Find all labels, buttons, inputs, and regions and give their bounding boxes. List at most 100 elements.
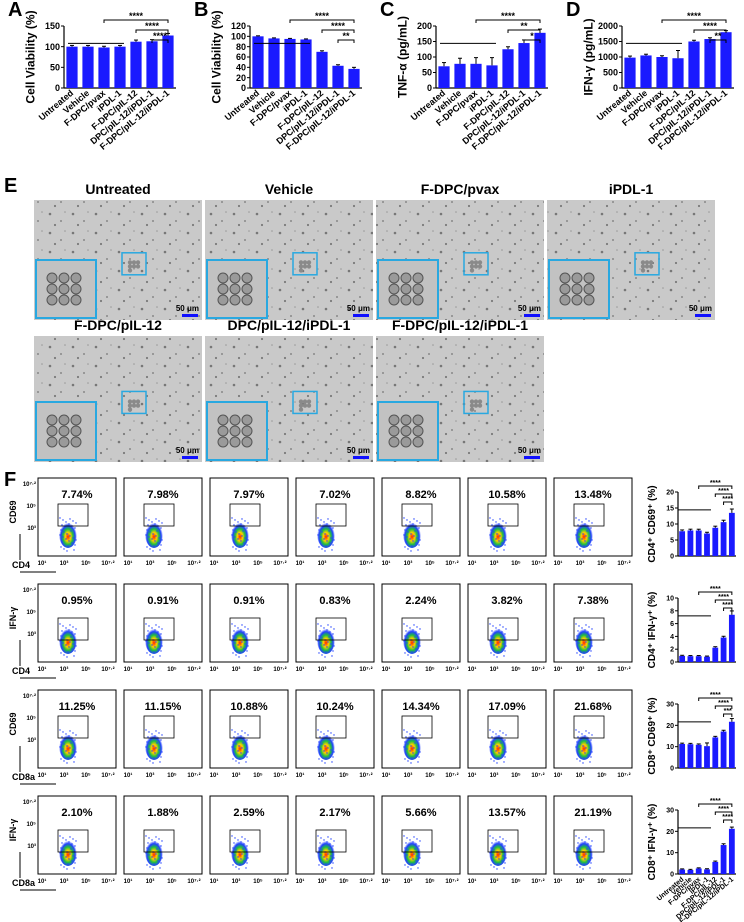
flow-dot xyxy=(161,522,163,524)
flow-dot xyxy=(588,749,590,751)
flow-dot xyxy=(587,754,589,756)
flow-dot xyxy=(72,626,74,628)
bar xyxy=(687,869,694,874)
x-tick-label: 10⁷·² xyxy=(445,560,458,567)
flow-dot xyxy=(419,751,421,753)
flow-dot xyxy=(412,858,414,860)
flow-dot xyxy=(63,654,65,656)
flow-dot xyxy=(318,741,320,743)
flow-dot xyxy=(576,847,578,849)
zoom-box xyxy=(634,252,660,276)
cell xyxy=(477,260,483,265)
x-tick-label: 10⁵ xyxy=(167,667,177,673)
inset-cell xyxy=(58,272,70,284)
flow-dot xyxy=(154,540,156,542)
flow-dot xyxy=(403,640,405,642)
panel-letter: E xyxy=(4,175,17,197)
flow-dot xyxy=(234,625,236,627)
bar xyxy=(728,721,735,768)
y-tick-label: 0 xyxy=(670,765,674,772)
flow-dot xyxy=(495,750,497,752)
inset-cell xyxy=(46,436,58,448)
cell xyxy=(644,264,650,269)
flow-dot xyxy=(60,864,62,866)
flow-dot xyxy=(405,541,407,543)
flow-dot xyxy=(578,731,580,733)
cell xyxy=(135,399,141,404)
flow-dot xyxy=(504,756,506,758)
flow-dot xyxy=(581,839,583,841)
flow-dot xyxy=(148,731,150,733)
x-tick-label: 10⁵ xyxy=(597,879,607,885)
sig-label: **** xyxy=(722,814,733,821)
flow-dot xyxy=(588,643,590,645)
inset-cell xyxy=(241,294,253,306)
flow-dot xyxy=(62,837,64,839)
bar xyxy=(130,41,142,88)
flow-dot xyxy=(492,642,494,644)
flow-dot xyxy=(159,655,161,657)
inset-cell xyxy=(217,414,229,426)
x-tick-label: 10³ xyxy=(490,772,499,779)
flow-dot xyxy=(65,644,67,646)
flow-dot xyxy=(591,734,593,736)
flow-dot xyxy=(234,837,236,839)
flow-dot xyxy=(584,629,586,631)
zoom-box xyxy=(121,252,147,276)
inset-cell xyxy=(400,294,412,306)
y-axis-label: CD4⁺ CD69⁺ (%) xyxy=(647,485,658,562)
flow-dot xyxy=(502,520,504,522)
flow-dot xyxy=(62,536,64,538)
flow-dot xyxy=(323,627,325,629)
flow-dot xyxy=(158,520,160,522)
flow-dot xyxy=(498,646,500,648)
gate-percent: 7.97% xyxy=(233,489,264,501)
gate xyxy=(315,503,347,527)
flow-dot xyxy=(242,848,244,850)
flow-dot xyxy=(583,545,585,547)
x-tick-label: 10⁷·² xyxy=(187,666,200,673)
x-tick-label: 10¹ xyxy=(124,560,133,567)
flow-plot xyxy=(467,689,547,769)
flow-dot xyxy=(585,535,587,537)
sig-label: **** xyxy=(153,31,168,41)
bar xyxy=(704,746,710,768)
inset-cell xyxy=(217,425,229,437)
flow-dot xyxy=(159,549,161,551)
flow-dot xyxy=(318,635,320,637)
flow-dot xyxy=(65,856,67,858)
flow-dot xyxy=(63,760,65,762)
gate xyxy=(229,503,261,527)
flow-dot xyxy=(409,627,411,629)
cell xyxy=(640,264,646,269)
cell xyxy=(302,260,308,265)
flow-dot xyxy=(75,734,77,736)
gate-percent: 13.48% xyxy=(574,489,612,501)
flow-dot xyxy=(317,835,319,837)
flow-dot xyxy=(501,542,503,544)
sig-label: **** xyxy=(718,700,729,707)
zoom-box xyxy=(463,390,489,415)
flow-dot xyxy=(65,627,67,629)
flow-dot xyxy=(416,749,418,751)
flow-dot xyxy=(407,760,409,762)
flow-dot xyxy=(247,734,249,736)
flow-dot xyxy=(587,843,589,845)
x-tick-label: 10³ xyxy=(404,878,413,885)
sig-bracket xyxy=(693,29,727,33)
flow-dot xyxy=(243,648,245,650)
flow-dot xyxy=(247,522,249,524)
flow-plot xyxy=(209,583,289,663)
y-axis-label: IFN-γ (pg/mL) xyxy=(581,18,595,95)
flow-dot xyxy=(577,753,579,755)
x-tick-label: 10³ xyxy=(318,772,327,779)
bar xyxy=(720,522,727,556)
flow-dot xyxy=(590,756,592,758)
flow-dot xyxy=(403,746,405,748)
flow-dot xyxy=(237,856,239,858)
flow-dot xyxy=(496,868,498,870)
y-tick-label: 10⁵ xyxy=(27,716,37,722)
flow-dot xyxy=(586,636,588,638)
flow-dot xyxy=(491,630,493,632)
inset-cell xyxy=(559,272,571,284)
